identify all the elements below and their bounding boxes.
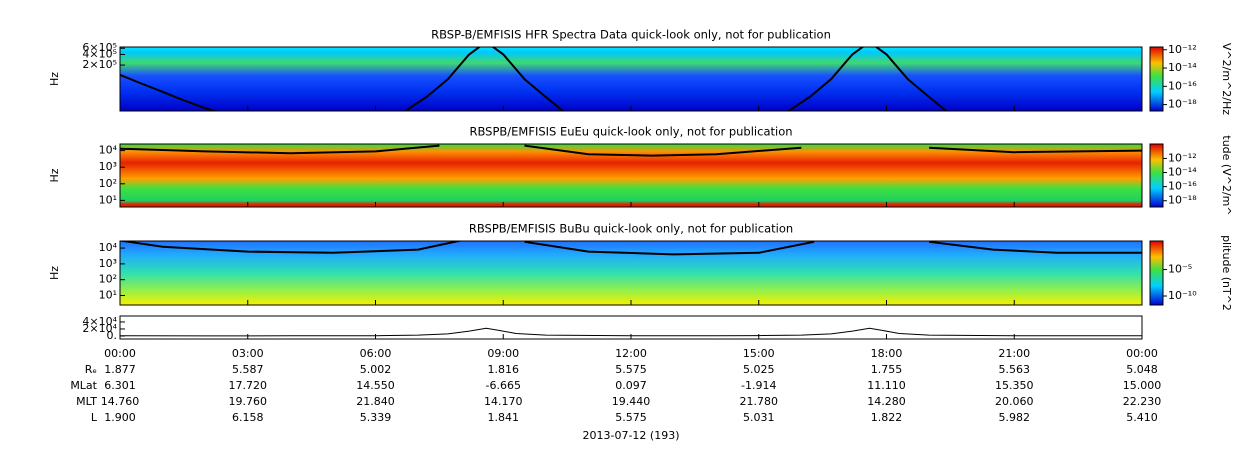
y-tick-label: 10² (99, 273, 117, 286)
colorbar (1149, 240, 1164, 306)
ephemeris-value: 5.025 (743, 363, 775, 376)
colorbar (1149, 143, 1164, 208)
colorbar-tick-label: 10⁻¹⁰ (1168, 289, 1197, 302)
colorbar (1149, 46, 1164, 112)
data-line (120, 241, 1142, 256)
colorbar-label: V^2/m^2/Hz (1220, 43, 1233, 115)
ephemeris-value: 20.060 (995, 395, 1034, 408)
data-line (120, 144, 1142, 157)
ephemeris-value: 5.575 (615, 363, 647, 376)
ephemeris-value: 1.822 (871, 411, 903, 424)
ephemeris-value: 5.410 (1126, 411, 1158, 424)
y-axis-label: Hz (48, 266, 61, 280)
y-tick-label: 10¹ (99, 288, 117, 301)
colorbar-tick-label: 10⁻¹⁸ (1168, 98, 1197, 111)
ephemeris-label: L (91, 411, 98, 424)
ephemeris-value: 1.877 (104, 363, 136, 376)
ephemeris-value: 1.841 (488, 411, 520, 424)
ephemeris-value: 22.230 (1123, 395, 1162, 408)
y-tick-label: 4×10⁴ (82, 315, 117, 328)
ephemeris-value: 5.339 (360, 411, 392, 424)
ephemeris-value: 1.755 (871, 363, 903, 376)
ephemeris-value: 14.550 (356, 379, 395, 392)
y-tick-label: 10² (99, 177, 117, 190)
y-tick-label: 0. (107, 329, 118, 342)
panel-title: RBSPB/EMFISIS BuBu quick-look only, not … (469, 222, 793, 236)
colorbar-tick-label: 10⁻⁵ (1168, 263, 1192, 276)
spectrogram-image (120, 47, 1142, 111)
ephemeris-value: 5.563 (999, 363, 1031, 376)
x-tick-label: 15:00 (743, 347, 775, 360)
colorbar-tick-label: 10⁻¹⁴ (1168, 166, 1197, 179)
y-tick-label: 10⁴ (99, 241, 118, 254)
spectrogram-image (120, 241, 1142, 305)
data-line (120, 47, 947, 111)
x-tick-label: 00:00 (104, 347, 136, 360)
colorbar-label: plitude (nT^2 (1220, 235, 1233, 311)
colorbar-tick-label: 10⁻¹² (1168, 43, 1197, 56)
ephemeris-value: 0.097 (615, 379, 647, 392)
x-tick-label: 06:00 (360, 347, 392, 360)
ephemeris-value: -1.914 (741, 379, 776, 392)
ephemeris-value: 1.900 (104, 411, 136, 424)
colorbar-tick-label: 10⁻¹² (1168, 151, 1197, 164)
ephemeris-value: 6.158 (232, 411, 264, 424)
ephemeris-value: 14.280 (867, 395, 906, 408)
colorbar-tick-label: 10⁻¹⁶ (1168, 79, 1197, 92)
ephemeris-value: 5.982 (999, 411, 1031, 424)
ephemeris-value: 19.760 (229, 395, 268, 408)
ephemeris-value: 17.720 (229, 379, 268, 392)
ephemeris-value: 14.170 (484, 395, 523, 408)
y-tick-label: 6×10⁵ (82, 41, 117, 54)
ephemeris-value: 21.780 (740, 395, 779, 408)
ephemeris-value: 21.840 (356, 395, 395, 408)
ephemeris-value: -6.665 (486, 379, 521, 392)
x-tick-label: 18:00 (871, 347, 903, 360)
ephemeris-value: 6.301 (104, 379, 136, 392)
ephemeris-value: 5.002 (360, 363, 392, 376)
y-axis-label: Hz (48, 72, 61, 86)
ephemeris-label: Rₑ (85, 363, 97, 376)
panel-title: RBSP-B/EMFISIS HFR Spectra Data quick-lo… (431, 28, 831, 42)
ephemeris-value: 5.048 (1126, 363, 1158, 376)
y-tick-label: 2×10⁴ (82, 322, 117, 335)
ephemeris-value: 5.575 (615, 411, 647, 424)
ephemeris-value: 5.031 (743, 411, 775, 424)
x-tick-label: 12:00 (615, 347, 647, 360)
y-tick-label: 2×10⁵ (82, 58, 117, 71)
colorbar-tick-label: 10⁻¹⁶ (1168, 180, 1197, 193)
y-axis-label: Hz (48, 168, 61, 182)
y-tick-label: 10³ (99, 257, 117, 270)
data-line (120, 327, 1142, 337)
colorbar-tick-label: 10⁻¹⁸ (1168, 194, 1197, 207)
x-tick-label: 00:00 (1126, 347, 1158, 360)
ephemeris-value: 5.587 (232, 363, 264, 376)
ephemeris-label: MLT (76, 395, 97, 408)
y-tick-label: 10³ (99, 160, 117, 173)
x-tick-label: 03:00 (232, 347, 264, 360)
ephemeris-value: 15.000 (1123, 379, 1162, 392)
y-tick-label: 10¹ (99, 193, 117, 206)
y-tick-label: 10⁴ (99, 144, 118, 157)
ephemeris-value: 11.110 (867, 379, 906, 392)
colorbar-tick-label: 10⁻¹⁴ (1168, 61, 1197, 74)
colorbar-label: tude (V^2/m^ (1220, 135, 1233, 215)
ephemeris-label: MLat (70, 379, 97, 392)
x-tick-label: 09:00 (487, 347, 519, 360)
x-tick-label: 21:00 (998, 347, 1030, 360)
ephemeris-value: 19.440 (612, 395, 651, 408)
date-label: 2013-07-12 (193) (582, 429, 679, 442)
y-tick-label: 4×10⁵ (82, 47, 117, 60)
panel-title: RBSPB/EMFISIS EuEu quick-look only, not … (469, 125, 792, 139)
ephemeris-value: 14.760 (101, 395, 140, 408)
ephemeris-value: 1.816 (488, 363, 520, 376)
ephemeris-value: 15.350 (995, 379, 1034, 392)
